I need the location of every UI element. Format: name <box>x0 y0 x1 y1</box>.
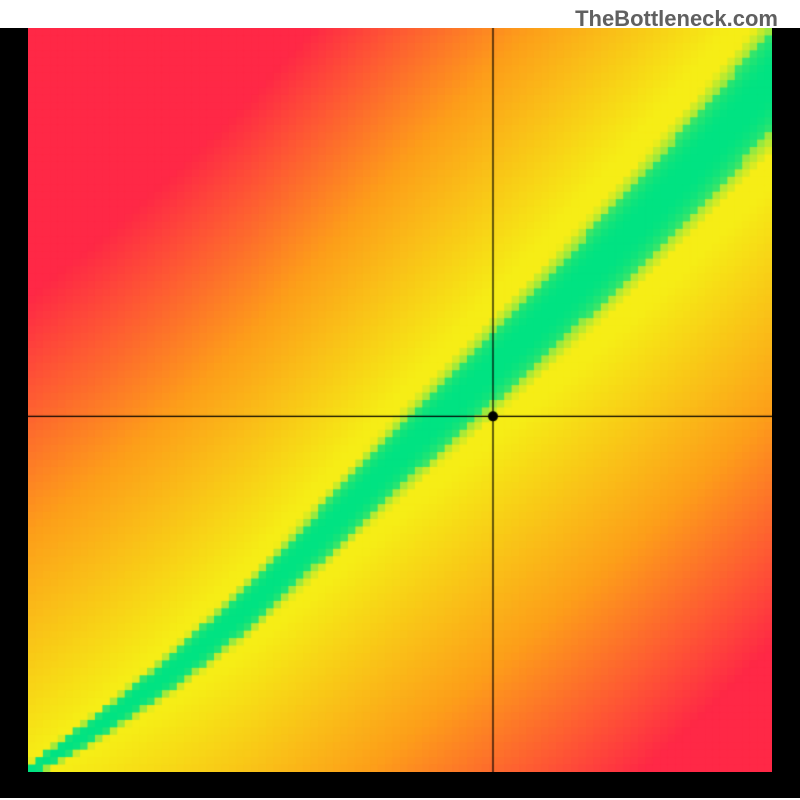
watermark-text: TheBottleneck.com <box>575 6 778 32</box>
chart-container: TheBottleneck.com <box>0 0 800 800</box>
heatmap-canvas <box>28 28 772 772</box>
chart-outer-frame <box>0 28 800 798</box>
